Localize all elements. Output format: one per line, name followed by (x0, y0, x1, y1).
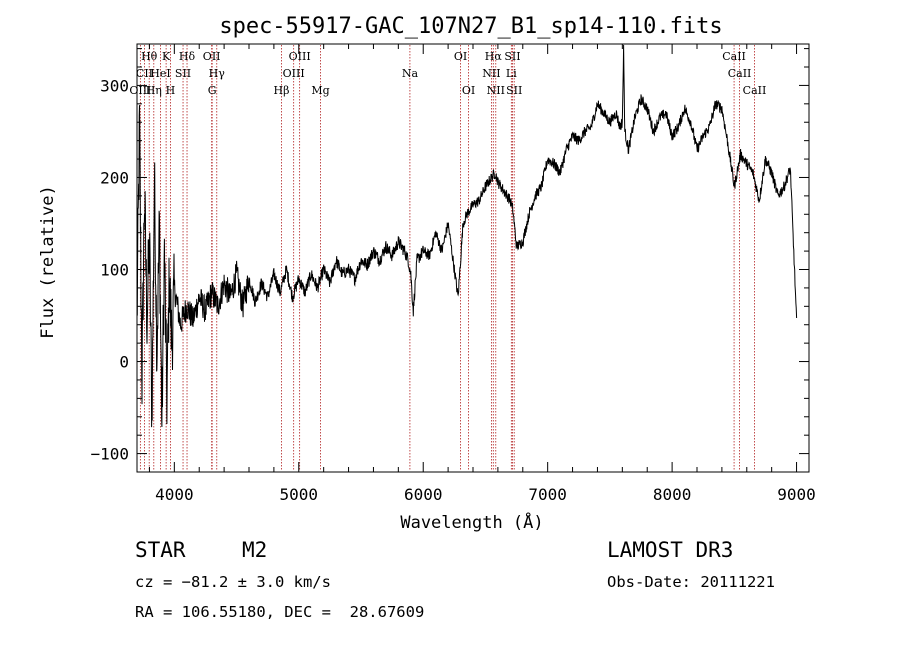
emission-line-label: CaII (722, 50, 746, 63)
emission-line-label: Hγ (209, 67, 226, 80)
emission-line-label: OIII (283, 67, 305, 80)
y-tick-label: 200 (100, 168, 129, 187)
x-tick-label: 8000 (653, 485, 692, 504)
survey-name: LAMOST DR3 (607, 538, 734, 562)
emission-line-label: K (162, 50, 171, 63)
x-tick-label: 6000 (404, 485, 443, 504)
emission-line-label: CaII (728, 67, 752, 80)
object-subclass: M2 (242, 538, 268, 562)
emission-line-label: OI (454, 50, 467, 63)
emission-line-label: H (166, 84, 176, 97)
emission-line-label: Hη (146, 84, 162, 97)
emission-line-label: Hβ (274, 84, 290, 97)
emission-line-label: Mg (311, 84, 329, 97)
y-axis-ticks: −100 0 100 200 300 (90, 48, 809, 464)
x-tick-label: 9000 (777, 485, 816, 504)
y-tick-label: 100 (100, 261, 129, 280)
chart-title: spec-55917-GAC_107N27_B1_sp14-110.fits (219, 14, 722, 39)
emission-line-label: HeI (150, 67, 170, 80)
redshift-cz: cz = −81.2 ± 3.0 km/s (135, 573, 331, 591)
emission-line-label: Na (402, 67, 419, 80)
x-axis-ticks: 4000 5000 6000 7000 8000 9000 (148, 44, 816, 504)
emission-line-label: CII (136, 67, 153, 80)
emission-line-label: Li (506, 67, 517, 80)
emission-line-label: NII (482, 67, 500, 80)
emission-line-label: SII (506, 84, 522, 97)
x-tick-label: 7000 (528, 485, 567, 504)
emission-line-label: Hδ (179, 50, 196, 63)
y-axis-label: Flux (relative) (38, 185, 58, 339)
x-axis-label: Wavelength (Å) (400, 511, 543, 533)
x-tick-label: 4000 (155, 485, 194, 504)
emission-line-label: CaII (743, 84, 767, 97)
emission-line-label: Hθ (141, 50, 158, 63)
ra-dec: RA = 106.55180, DEC = 28.67609 (135, 603, 425, 621)
emission-line-label: OII (203, 50, 221, 63)
emission-line-label: G (208, 84, 217, 97)
spectrum-chart: spec-55917-GAC_107N27_B1_sp14-110.fits H… (38, 14, 816, 533)
y-tick-label: −100 (90, 445, 129, 464)
emission-line-label: NII (487, 84, 505, 97)
emission-line-label: OIII (289, 50, 311, 63)
emission-line-label: SII (175, 67, 191, 80)
y-tick-label: 0 (119, 353, 129, 372)
y-tick-label: 300 (100, 76, 129, 95)
emission-line-label: SII (504, 50, 520, 63)
emission-line-label: OIII (129, 84, 151, 97)
observation-date: Obs-Date: 20111221 (607, 573, 775, 591)
x-tick-label: 5000 (280, 485, 319, 504)
emission-line-label: OI (462, 84, 475, 97)
object-class: STAR (135, 538, 186, 562)
plot-frame (136, 43, 810, 473)
emission-line-markers (139, 45, 755, 471)
emission-line-label: Hα (485, 50, 503, 63)
spectrum-line (136, 44, 798, 428)
